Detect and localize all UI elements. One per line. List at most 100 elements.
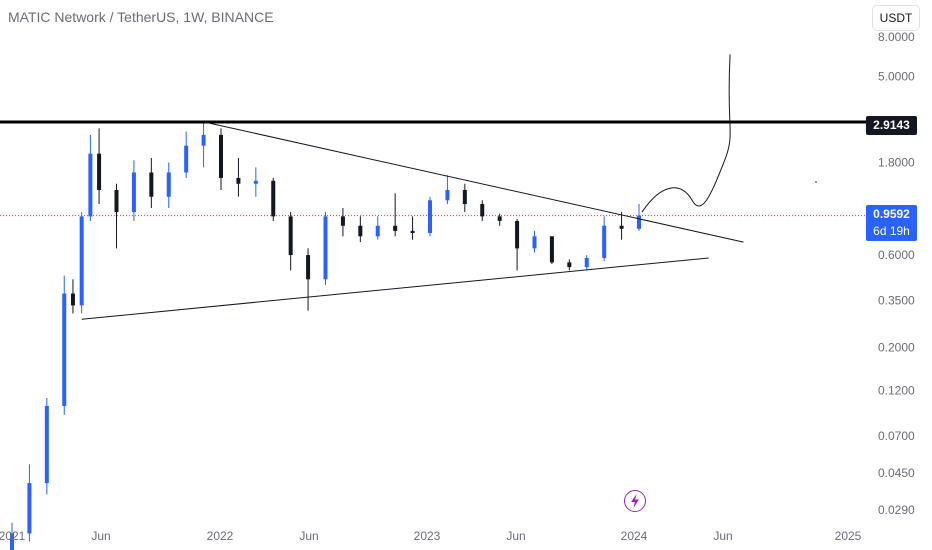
candle-body — [27, 483, 32, 534]
y-tick-label: 0.0450 — [878, 466, 915, 480]
x-tick-label: 2024 — [621, 529, 648, 543]
candle — [27, 464, 32, 542]
candle — [393, 193, 398, 237]
candle-body — [323, 216, 328, 280]
candle-body — [70, 293, 75, 306]
candle-body — [97, 153, 102, 190]
candle — [131, 160, 136, 221]
x-tick-label: Jun — [506, 529, 525, 543]
candle-body — [253, 180, 258, 184]
candle-body — [44, 405, 49, 484]
candle-body — [271, 180, 276, 217]
x-tick-label: Jun — [91, 529, 110, 543]
candle — [271, 177, 276, 221]
candle — [637, 204, 641, 231]
candle — [497, 213, 502, 226]
candle — [62, 275, 67, 415]
candle-body — [602, 225, 607, 258]
candle-body — [637, 215, 641, 229]
y-tick-label: 0.2000 — [878, 341, 915, 355]
candle-body — [462, 189, 467, 205]
last-price-value: 0.9592 — [873, 207, 910, 221]
x-tick-label: 2021 — [0, 529, 26, 543]
candle — [358, 216, 363, 243]
candle-body — [445, 189, 450, 201]
candle-body — [88, 153, 93, 217]
candle-body — [62, 293, 67, 406]
candle — [323, 212, 328, 286]
x-tick-label: Jun — [713, 529, 732, 543]
candle-body — [358, 225, 363, 237]
candle — [70, 279, 75, 314]
y-tick-label: 0.3500 — [878, 293, 915, 307]
candle — [445, 175, 450, 205]
trend-line — [203, 121, 744, 243]
currency-button[interactable]: USDT — [872, 5, 920, 31]
candle-body — [201, 134, 206, 146]
candle — [288, 212, 293, 271]
y-tick-label: 0.0700 — [878, 429, 915, 443]
candle-body — [10, 533, 14, 550]
candle — [462, 183, 467, 213]
candle-body — [306, 255, 311, 280]
candle — [201, 121, 206, 168]
y-tick-label: 0.0290 — [878, 503, 915, 517]
stray-point — [815, 181, 817, 183]
y-tick-label: 5.0000 — [878, 70, 915, 84]
candle-body — [288, 216, 293, 256]
candle-body — [166, 172, 171, 197]
candle — [549, 236, 554, 264]
candle-body — [497, 216, 502, 221]
resistance-price-label: 2.9143 — [866, 116, 917, 135]
candle-body — [532, 236, 537, 249]
candle-body — [549, 236, 554, 263]
candle — [619, 212, 624, 240]
candle — [219, 128, 223, 190]
candle — [602, 216, 607, 261]
candle-body — [428, 200, 432, 233]
y-tick-label: 8.0000 — [878, 30, 915, 44]
candle-body — [393, 225, 398, 231]
x-tick-label: 2023 — [414, 529, 441, 543]
y-tick-label: 1.8000 — [878, 156, 915, 170]
candle-body — [584, 257, 589, 268]
candle — [375, 216, 380, 240]
last-price-label: 0.9592 6d 19h — [866, 205, 917, 241]
candle — [410, 216, 415, 240]
candle — [184, 131, 189, 178]
candle-body — [236, 177, 241, 184]
candle — [584, 255, 589, 271]
projection-curve — [641, 54, 731, 213]
x-tick-label: 2025 — [835, 529, 862, 543]
candle-body — [184, 145, 189, 173]
candle — [480, 200, 485, 221]
candle — [515, 219, 520, 271]
candle — [306, 248, 311, 311]
y-tick-label: 0.6000 — [878, 248, 915, 262]
candle — [149, 158, 154, 208]
candle — [253, 167, 258, 197]
candle — [88, 134, 93, 221]
candle — [114, 183, 119, 249]
candle-body — [515, 220, 520, 249]
x-tick-label: 2022 — [207, 529, 234, 543]
candle-body — [567, 262, 572, 268]
candle — [532, 230, 537, 253]
lightning-bolt-icon[interactable] — [624, 490, 646, 512]
candle — [340, 207, 345, 237]
candle-body — [114, 189, 119, 213]
trend-line — [81, 257, 709, 320]
candle — [236, 158, 241, 197]
x-tick-label: Jun — [299, 529, 318, 543]
candle-body — [410, 230, 415, 233]
candle-body — [619, 225, 624, 229]
candle — [428, 196, 432, 237]
symbol-title: MATIC Network / TetherUS, 1W, BINANCE — [8, 9, 274, 25]
candle-body — [131, 172, 136, 213]
candle-body — [480, 204, 485, 217]
candle — [97, 128, 102, 205]
candle-body — [340, 216, 345, 226]
candle-body — [375, 225, 380, 237]
